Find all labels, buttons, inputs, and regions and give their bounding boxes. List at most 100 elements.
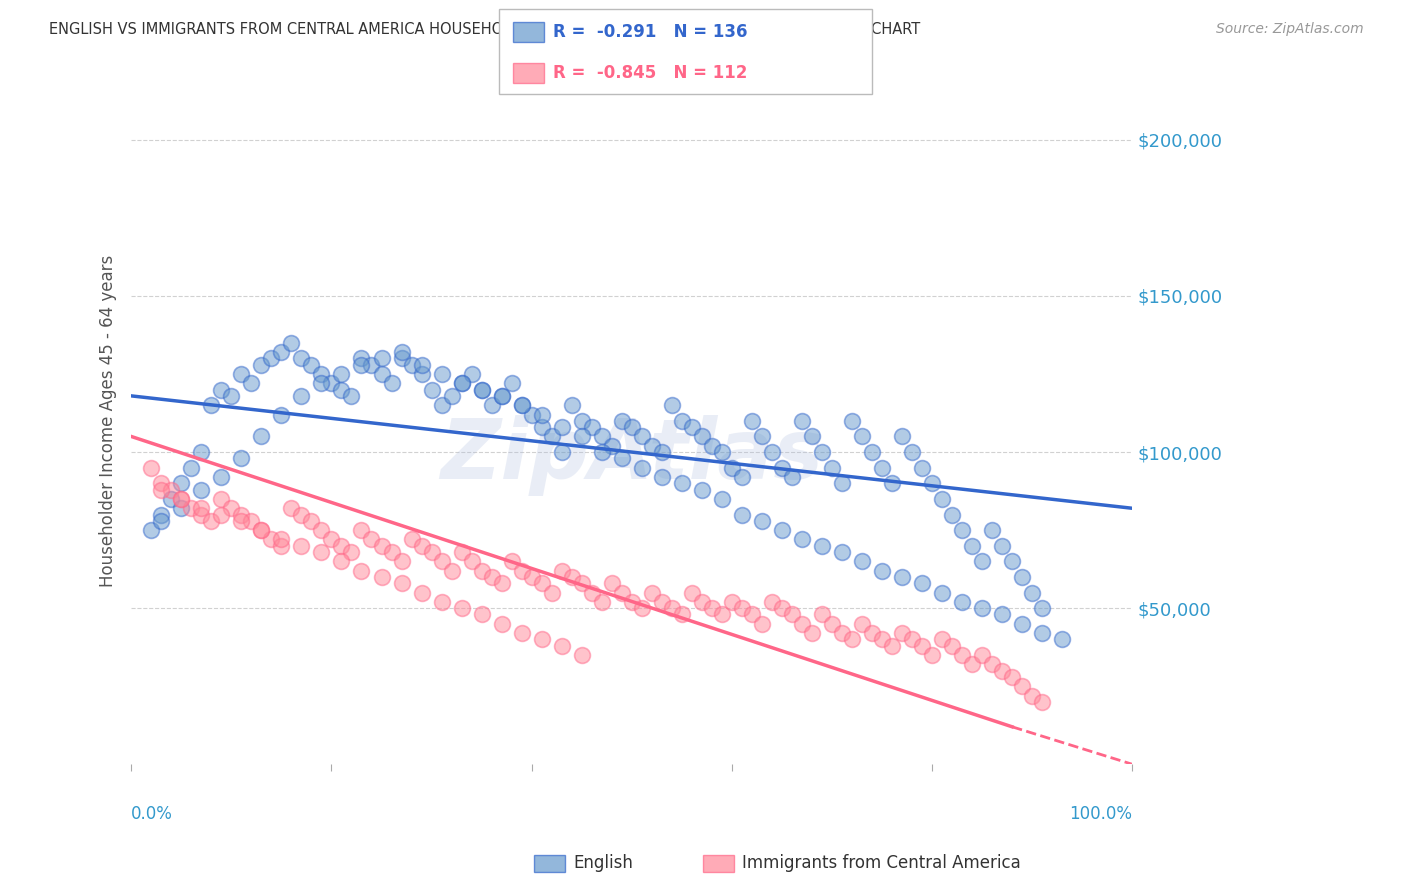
Point: [941, 639, 963, 653]
Point: [911, 576, 934, 591]
Point: [481, 570, 503, 584]
Point: [221, 501, 243, 516]
Point: [141, 523, 163, 537]
Point: [190, 483, 212, 497]
Point: [571, 576, 593, 591]
Point: [290, 351, 312, 366]
Point: [370, 351, 392, 366]
Point: [350, 358, 373, 372]
Text: R =  -0.291   N = 136: R = -0.291 N = 136: [553, 23, 747, 41]
Point: [231, 451, 253, 466]
Point: [770, 523, 793, 537]
Point: [270, 539, 292, 553]
Point: [430, 595, 453, 609]
Point: [770, 460, 793, 475]
Point: [180, 501, 202, 516]
Point: [200, 398, 222, 412]
Point: [731, 601, 754, 615]
Point: [721, 460, 744, 475]
Point: [209, 383, 232, 397]
Point: [620, 595, 643, 609]
Point: [960, 657, 983, 672]
Point: [710, 445, 733, 459]
Point: [960, 539, 983, 553]
Point: [551, 445, 574, 459]
Point: [301, 358, 323, 372]
Point: [851, 616, 873, 631]
Point: [921, 476, 943, 491]
Point: [150, 483, 173, 497]
Point: [240, 514, 263, 528]
Point: [610, 414, 633, 428]
Point: [751, 514, 773, 528]
Point: [690, 595, 713, 609]
Point: [651, 470, 673, 484]
Point: [1011, 679, 1033, 693]
Point: [831, 545, 853, 559]
Point: [501, 376, 523, 391]
Point: [860, 626, 883, 640]
Text: Immigrants from Central America: Immigrants from Central America: [742, 855, 1021, 872]
Point: [491, 389, 513, 403]
Point: [901, 445, 924, 459]
Point: [851, 429, 873, 443]
Point: [420, 383, 443, 397]
Point: [891, 570, 914, 584]
Point: [671, 607, 693, 622]
Point: [780, 470, 803, 484]
Point: [450, 601, 472, 615]
Point: [1031, 601, 1053, 615]
Point: [311, 367, 333, 381]
Point: [231, 367, 253, 381]
Text: R =  -0.845   N = 112: R = -0.845 N = 112: [553, 64, 747, 82]
Point: [891, 429, 914, 443]
Point: [360, 358, 382, 372]
Point: [350, 523, 373, 537]
Point: [790, 616, 813, 631]
Point: [301, 514, 323, 528]
Point: [831, 626, 853, 640]
Point: [811, 539, 834, 553]
Point: [340, 545, 363, 559]
Point: [330, 367, 353, 381]
Point: [1050, 632, 1073, 647]
Point: [1021, 585, 1043, 599]
Point: [280, 501, 302, 516]
Point: [270, 533, 292, 547]
Point: [751, 616, 773, 631]
Point: [311, 523, 333, 537]
Point: [841, 414, 863, 428]
Point: [761, 445, 783, 459]
Point: [1031, 695, 1053, 709]
Point: [591, 445, 613, 459]
Point: [671, 476, 693, 491]
Point: [901, 632, 924, 647]
Point: [800, 429, 823, 443]
Point: [710, 607, 733, 622]
Point: [870, 564, 893, 578]
Point: [551, 639, 574, 653]
Point: [450, 376, 472, 391]
Point: [790, 533, 813, 547]
Point: [471, 564, 494, 578]
Point: [741, 414, 763, 428]
Point: [610, 585, 633, 599]
Point: [440, 564, 463, 578]
Point: [600, 439, 623, 453]
Point: [841, 632, 863, 647]
Point: [190, 501, 212, 516]
Point: [311, 376, 333, 391]
Point: [610, 451, 633, 466]
Point: [681, 585, 703, 599]
Point: [141, 460, 163, 475]
Point: [571, 414, 593, 428]
Point: [681, 420, 703, 434]
Point: [209, 491, 232, 506]
Point: [360, 533, 382, 547]
Point: [311, 545, 333, 559]
Point: [870, 460, 893, 475]
Point: [380, 376, 402, 391]
Point: [280, 335, 302, 350]
Point: [270, 345, 292, 359]
Point: [231, 508, 253, 522]
